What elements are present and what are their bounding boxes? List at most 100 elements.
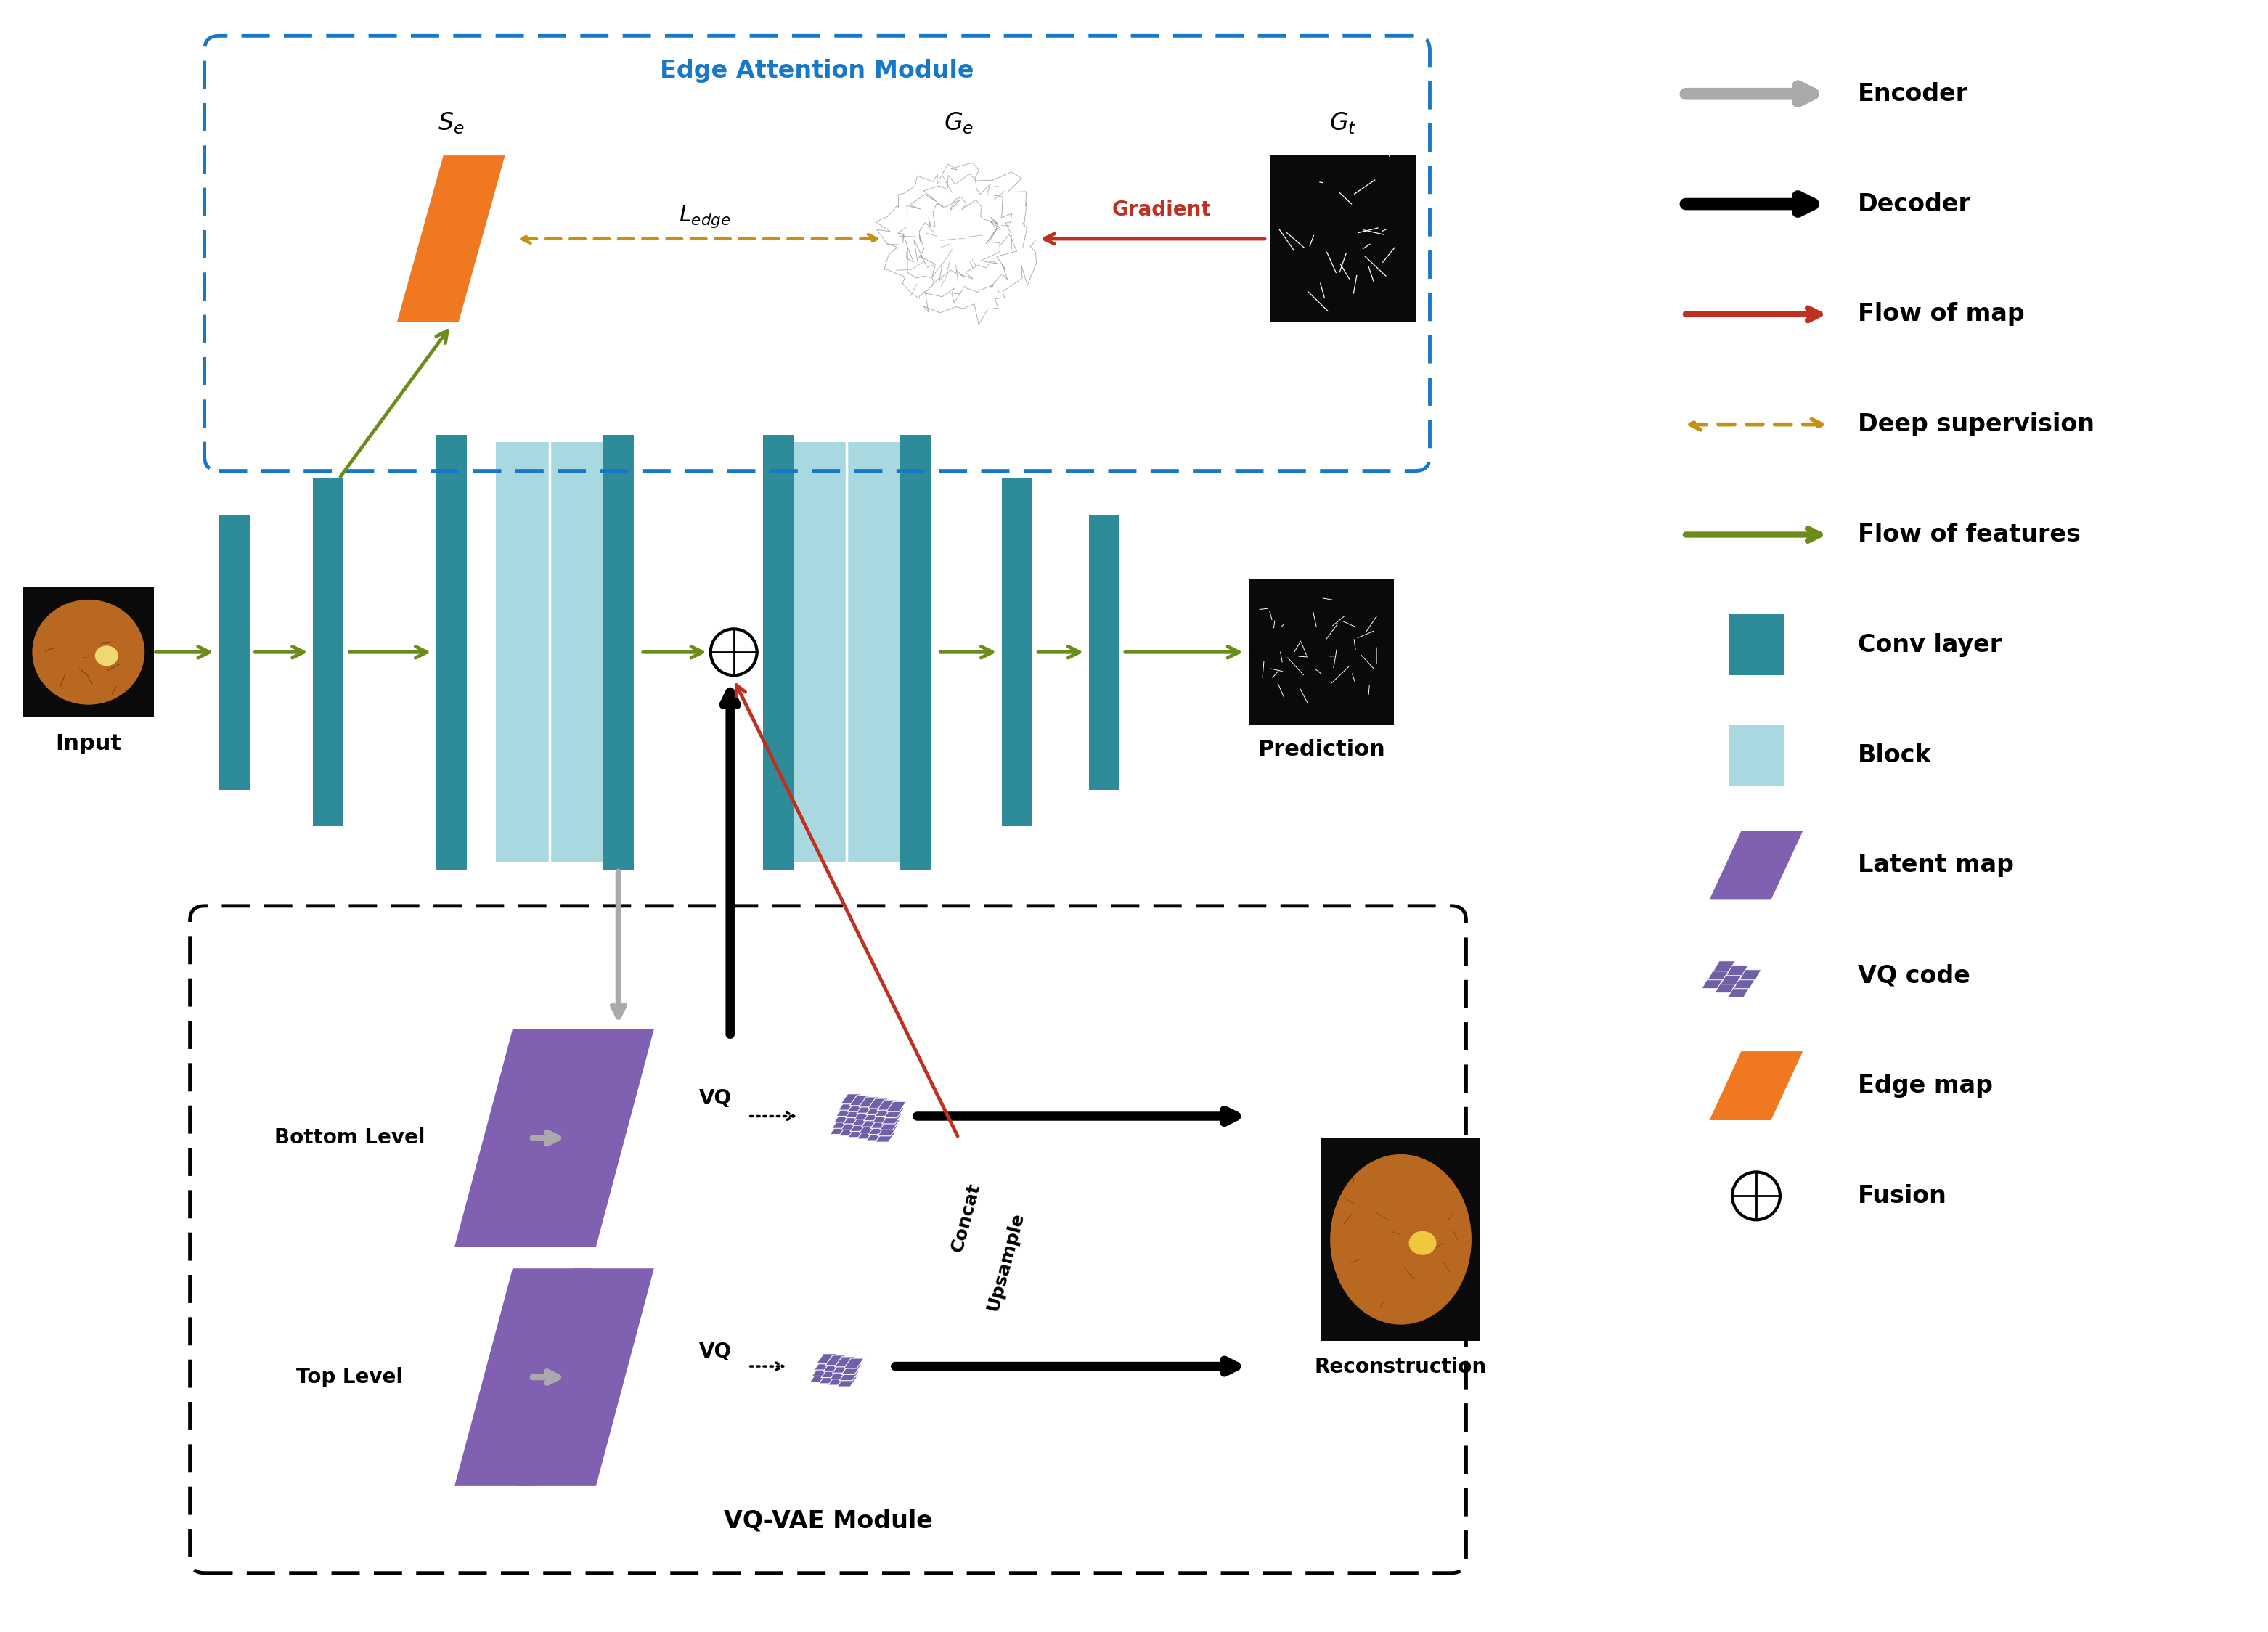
Polygon shape bbox=[882, 1113, 903, 1124]
Polygon shape bbox=[810, 1373, 830, 1382]
Polygon shape bbox=[844, 1358, 864, 1369]
Polygon shape bbox=[1715, 982, 1737, 992]
Polygon shape bbox=[848, 1128, 869, 1138]
Polygon shape bbox=[841, 1364, 862, 1374]
Polygon shape bbox=[816, 1353, 837, 1364]
Text: Encoder: Encoder bbox=[1857, 82, 1969, 106]
Polygon shape bbox=[828, 1376, 848, 1386]
Polygon shape bbox=[850, 1121, 871, 1131]
Text: Prediction: Prediction bbox=[1256, 739, 1386, 761]
Polygon shape bbox=[1701, 979, 1724, 989]
Polygon shape bbox=[837, 1376, 857, 1387]
FancyBboxPatch shape bbox=[1728, 725, 1783, 785]
FancyBboxPatch shape bbox=[762, 434, 794, 870]
Polygon shape bbox=[1733, 979, 1755, 989]
Polygon shape bbox=[1712, 961, 1735, 971]
Text: Deep supervision: Deep supervision bbox=[1857, 413, 2093, 436]
Polygon shape bbox=[857, 1103, 878, 1113]
Polygon shape bbox=[830, 1369, 850, 1379]
Polygon shape bbox=[857, 1129, 878, 1139]
Text: Fusion: Fusion bbox=[1857, 1183, 1946, 1208]
FancyBboxPatch shape bbox=[1250, 579, 1393, 725]
Polygon shape bbox=[397, 155, 506, 322]
Polygon shape bbox=[454, 1030, 592, 1247]
Text: VQ: VQ bbox=[699, 1342, 733, 1363]
Text: Gradient: Gradient bbox=[1111, 199, 1211, 220]
Text: Upsample: Upsample bbox=[984, 1209, 1027, 1312]
Polygon shape bbox=[841, 1120, 862, 1129]
Text: VQ: VQ bbox=[699, 1089, 733, 1108]
Polygon shape bbox=[830, 1124, 850, 1134]
Polygon shape bbox=[875, 1106, 896, 1116]
Polygon shape bbox=[832, 1118, 853, 1128]
Text: Flow of features: Flow of features bbox=[1857, 522, 2080, 547]
FancyBboxPatch shape bbox=[1320, 1138, 1481, 1342]
Polygon shape bbox=[871, 1118, 891, 1128]
Polygon shape bbox=[832, 1363, 853, 1373]
Text: $S_e$: $S_e$ bbox=[438, 111, 465, 135]
Polygon shape bbox=[860, 1097, 880, 1106]
FancyBboxPatch shape bbox=[435, 434, 467, 870]
Text: Block: Block bbox=[1857, 743, 1932, 767]
Polygon shape bbox=[855, 1110, 875, 1120]
Ellipse shape bbox=[95, 646, 118, 666]
Text: Input: Input bbox=[54, 733, 122, 754]
Text: Conv layer: Conv layer bbox=[1857, 633, 2000, 656]
Text: Reconstruction: Reconstruction bbox=[1315, 1356, 1488, 1377]
Polygon shape bbox=[1708, 969, 1728, 979]
FancyBboxPatch shape bbox=[23, 588, 154, 718]
Text: Decoder: Decoder bbox=[1857, 193, 1971, 215]
Circle shape bbox=[710, 628, 758, 676]
Polygon shape bbox=[846, 1108, 866, 1118]
Polygon shape bbox=[878, 1100, 898, 1110]
Text: Flow of map: Flow of map bbox=[1857, 302, 2025, 326]
Polygon shape bbox=[873, 1111, 894, 1123]
FancyBboxPatch shape bbox=[313, 478, 345, 826]
FancyBboxPatch shape bbox=[220, 514, 249, 790]
Polygon shape bbox=[853, 1115, 873, 1126]
Polygon shape bbox=[866, 1105, 887, 1115]
Polygon shape bbox=[844, 1113, 864, 1124]
Text: VQ-VAE Module: VQ-VAE Module bbox=[723, 1510, 932, 1532]
Polygon shape bbox=[864, 1111, 885, 1121]
Ellipse shape bbox=[1329, 1154, 1472, 1325]
Text: $L_{edge}$: $L_{edge}$ bbox=[678, 204, 730, 230]
Polygon shape bbox=[1726, 966, 1749, 976]
Polygon shape bbox=[841, 1093, 862, 1103]
Text: Edge map: Edge map bbox=[1857, 1074, 1994, 1098]
Ellipse shape bbox=[32, 599, 145, 705]
Text: Top Level: Top Level bbox=[297, 1368, 404, 1387]
Polygon shape bbox=[835, 1111, 855, 1123]
Polygon shape bbox=[839, 1100, 860, 1110]
FancyBboxPatch shape bbox=[900, 434, 930, 870]
FancyBboxPatch shape bbox=[794, 442, 900, 862]
FancyBboxPatch shape bbox=[1002, 478, 1032, 826]
Polygon shape bbox=[1710, 1051, 1803, 1120]
FancyBboxPatch shape bbox=[497, 442, 603, 862]
FancyBboxPatch shape bbox=[1728, 614, 1783, 676]
Polygon shape bbox=[826, 1355, 846, 1366]
FancyBboxPatch shape bbox=[1089, 514, 1120, 790]
Text: $G_t$: $G_t$ bbox=[1329, 111, 1356, 135]
Text: VQ code: VQ code bbox=[1857, 963, 1971, 987]
FancyBboxPatch shape bbox=[1270, 155, 1415, 322]
Polygon shape bbox=[880, 1120, 900, 1129]
Polygon shape bbox=[850, 1095, 871, 1105]
Polygon shape bbox=[875, 1133, 896, 1142]
Text: Latent map: Latent map bbox=[1857, 854, 2014, 878]
Text: Edge Attention Module: Edge Attention Module bbox=[660, 59, 975, 83]
Text: Concat: Concat bbox=[948, 1182, 984, 1253]
Polygon shape bbox=[814, 1359, 835, 1369]
Polygon shape bbox=[812, 1366, 832, 1376]
Polygon shape bbox=[869, 1124, 889, 1134]
Polygon shape bbox=[839, 1371, 860, 1381]
Polygon shape bbox=[837, 1106, 857, 1116]
Polygon shape bbox=[860, 1123, 880, 1133]
Polygon shape bbox=[862, 1116, 882, 1126]
Polygon shape bbox=[869, 1098, 889, 1108]
Polygon shape bbox=[1740, 969, 1762, 979]
Polygon shape bbox=[517, 1030, 653, 1247]
Polygon shape bbox=[1710, 831, 1803, 899]
Circle shape bbox=[1733, 1172, 1780, 1219]
Polygon shape bbox=[887, 1102, 907, 1111]
